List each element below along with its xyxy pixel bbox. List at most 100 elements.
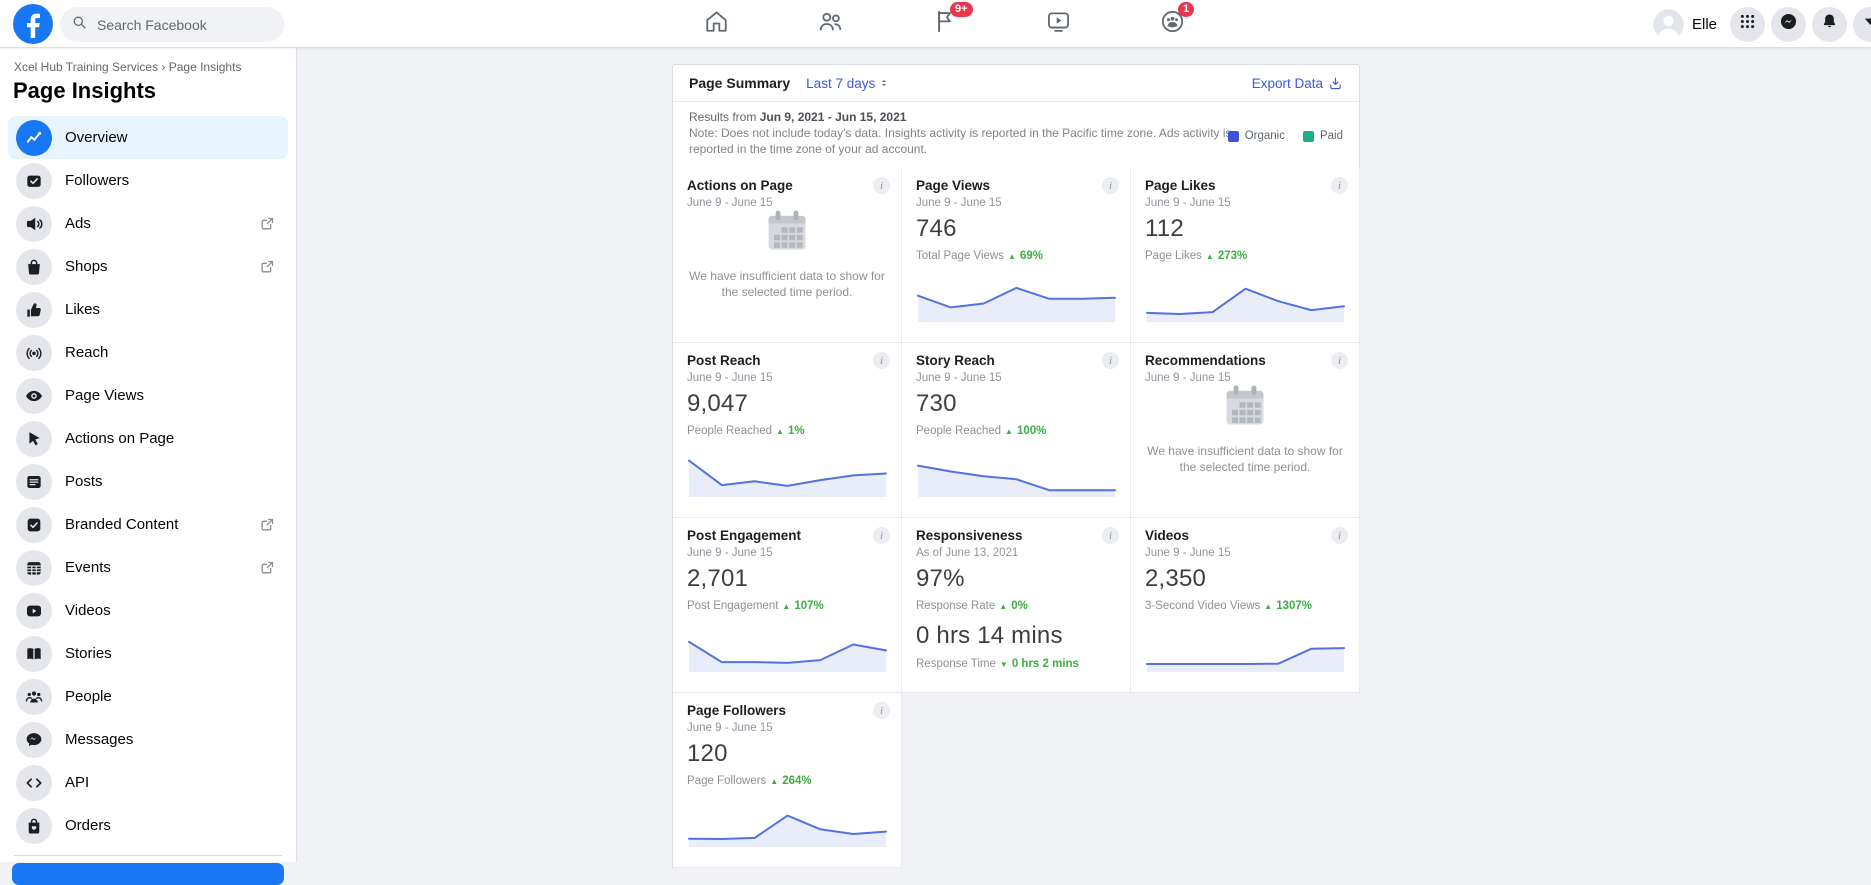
notifications-button[interactable] xyxy=(1812,6,1848,42)
info-icon[interactable]: i xyxy=(1102,177,1119,194)
info-icon[interactable]: i xyxy=(873,702,890,719)
external-link-icon xyxy=(259,258,276,275)
export-data-button[interactable]: Export Data xyxy=(1252,76,1343,91)
empty-grid-cell xyxy=(902,693,1131,868)
sidebar-item-posts[interactable]: Posts xyxy=(8,460,288,503)
sparkline-chart xyxy=(687,624,888,679)
sidebar-item-overview[interactable]: Overview xyxy=(8,116,288,159)
calendar-icon xyxy=(761,204,813,256)
card-page-likes: Page Likes i June 9 - June 15 112 Page Likes… xyxy=(1131,168,1360,343)
sidebar-item-reach[interactable]: Reach xyxy=(8,331,288,374)
overview-icon xyxy=(16,119,52,156)
sidebar-item-events[interactable]: Events xyxy=(8,546,288,589)
insufficient-data-text: We have insufficient data to show for th… xyxy=(689,269,885,299)
date-range-selector[interactable]: Last 7 days xyxy=(806,76,889,91)
info-icon[interactable]: i xyxy=(873,352,890,369)
range-caret-icon xyxy=(882,80,887,86)
api-icon xyxy=(16,764,52,801)
sidebar-item-orders[interactable]: Orders xyxy=(8,804,288,847)
bell-icon xyxy=(1820,12,1839,36)
legend-swatch xyxy=(1227,130,1239,142)
card-date-range: June 9 - June 15 xyxy=(916,197,1002,209)
card-page-followers: Page Followers i June 9 - June 15 120 Page F… xyxy=(673,693,902,868)
card-title: Page Views xyxy=(916,178,991,193)
sidebar-item-label: Shops xyxy=(65,258,108,275)
page-views-icon xyxy=(16,377,52,414)
card-title: Story Reach xyxy=(916,353,995,368)
facebook-logo[interactable] xyxy=(13,4,53,44)
sidebar-item-api[interactable]: API xyxy=(8,761,288,804)
breadcrumb[interactable]: Xcel Hub Training Services › Page Insigh… xyxy=(14,60,242,74)
info-icon[interactable]: i xyxy=(1331,177,1348,194)
metric-label: Response Rate xyxy=(916,600,996,612)
sidebar-item-label: Followers xyxy=(65,172,130,189)
card-responsiveness: Responsiveness i As of June 13, 2021 97% Res… xyxy=(902,518,1131,693)
videos-icon xyxy=(16,592,52,629)
profile-name: Elle xyxy=(1692,15,1718,33)
info-icon[interactable]: i xyxy=(1102,352,1119,369)
delta-value: 0 hrs 2 mins xyxy=(1011,658,1079,670)
delta-value: 69% xyxy=(1019,250,1043,262)
nav-tab-pages[interactable]: 9+ xyxy=(887,0,1001,48)
groups-icon xyxy=(1159,8,1186,40)
sidebar-item-followers[interactable]: Followers xyxy=(8,159,288,202)
sidebar-item-actions-on-page[interactable]: Actions on Page xyxy=(8,417,288,460)
sidebar-item-shops[interactable]: Shops xyxy=(8,245,288,288)
sidebar-item-branded-content[interactable]: Branded Content xyxy=(8,503,288,546)
metric-label-row: 3-Second Video Views ▲ 1307% xyxy=(1145,600,1312,612)
delta-down-arrow: ▼ xyxy=(999,659,1008,669)
delta-value: 1% xyxy=(787,425,805,437)
metric-label: Page Followers xyxy=(687,775,767,787)
metric-value: 2,701 xyxy=(687,565,749,592)
stories-icon xyxy=(16,635,52,672)
info-icon[interactable]: i xyxy=(1102,527,1119,544)
sidebar-item-ads[interactable]: Ads xyxy=(8,202,288,245)
info-icon[interactable]: i xyxy=(1331,527,1348,544)
card-date-range: As of June 13, 2021 xyxy=(916,547,1019,559)
profile-chip[interactable]: Elle xyxy=(1650,6,1725,43)
card-title: Page Likes xyxy=(1145,178,1216,193)
account-menu-button[interactable] xyxy=(1853,6,1871,42)
sidebar-item-stories[interactable]: Stories xyxy=(8,632,288,675)
sidebar-item-messages[interactable]: Messages xyxy=(8,718,288,761)
sidebar-item-people[interactable]: People xyxy=(8,675,288,718)
legend-swatch xyxy=(1302,130,1314,142)
search-facebook[interactable] xyxy=(60,7,284,42)
search-input[interactable] xyxy=(95,15,260,34)
posts-icon xyxy=(16,463,52,500)
sidebar-item-likes[interactable]: Likes xyxy=(8,288,288,331)
apps-menu-button[interactable] xyxy=(1730,6,1766,42)
watch-icon xyxy=(1045,8,1072,40)
legend-label: Paid xyxy=(1319,130,1343,142)
messenger-button[interactable] xyxy=(1771,6,1807,42)
info-icon[interactable]: i xyxy=(873,527,890,544)
nav-tab-groups[interactable]: 1 xyxy=(1115,0,1229,48)
nav-tab-friends[interactable] xyxy=(773,0,887,48)
panel-title: Page Summary xyxy=(689,75,791,91)
insights-sidebar: Xcel Hub Training Services › Page Insigh… xyxy=(0,48,297,885)
sidebar-bottom-button[interactable] xyxy=(12,863,284,885)
info-icon[interactable]: i xyxy=(873,177,890,194)
sidebar-item-label: Messages xyxy=(65,731,134,748)
info-icon[interactable]: i xyxy=(1331,352,1348,369)
people-icon xyxy=(16,678,52,715)
metric-value: 9,047 xyxy=(687,390,749,417)
card-date-range: June 9 - June 15 xyxy=(687,197,773,209)
card-title: Post Engagement xyxy=(687,528,802,543)
nav-tab-home[interactable] xyxy=(659,0,773,48)
card-date-range: June 9 - June 15 xyxy=(687,547,773,559)
metric-value: 112 xyxy=(1145,215,1184,242)
delta-value: 0% xyxy=(1011,600,1028,612)
card-title: Post Reach xyxy=(687,353,761,368)
external-link-icon xyxy=(259,215,276,232)
sparkline-chart xyxy=(1145,624,1346,679)
metric-label: Response Time xyxy=(916,658,996,670)
chevron-icon xyxy=(1861,12,1871,36)
nav-tab-watch[interactable] xyxy=(1001,0,1115,48)
sidebar-item-page-views[interactable]: Page Views xyxy=(8,374,288,417)
sidebar-item-videos[interactable]: Videos xyxy=(8,589,288,632)
metric-value-secondary: 0 hrs 14 mins xyxy=(916,622,1063,649)
sidebar-item-label: Stories xyxy=(65,645,112,662)
metric-label-row: People Reached ▲ 100% xyxy=(916,425,1046,437)
sparkline-chart xyxy=(916,274,1117,329)
